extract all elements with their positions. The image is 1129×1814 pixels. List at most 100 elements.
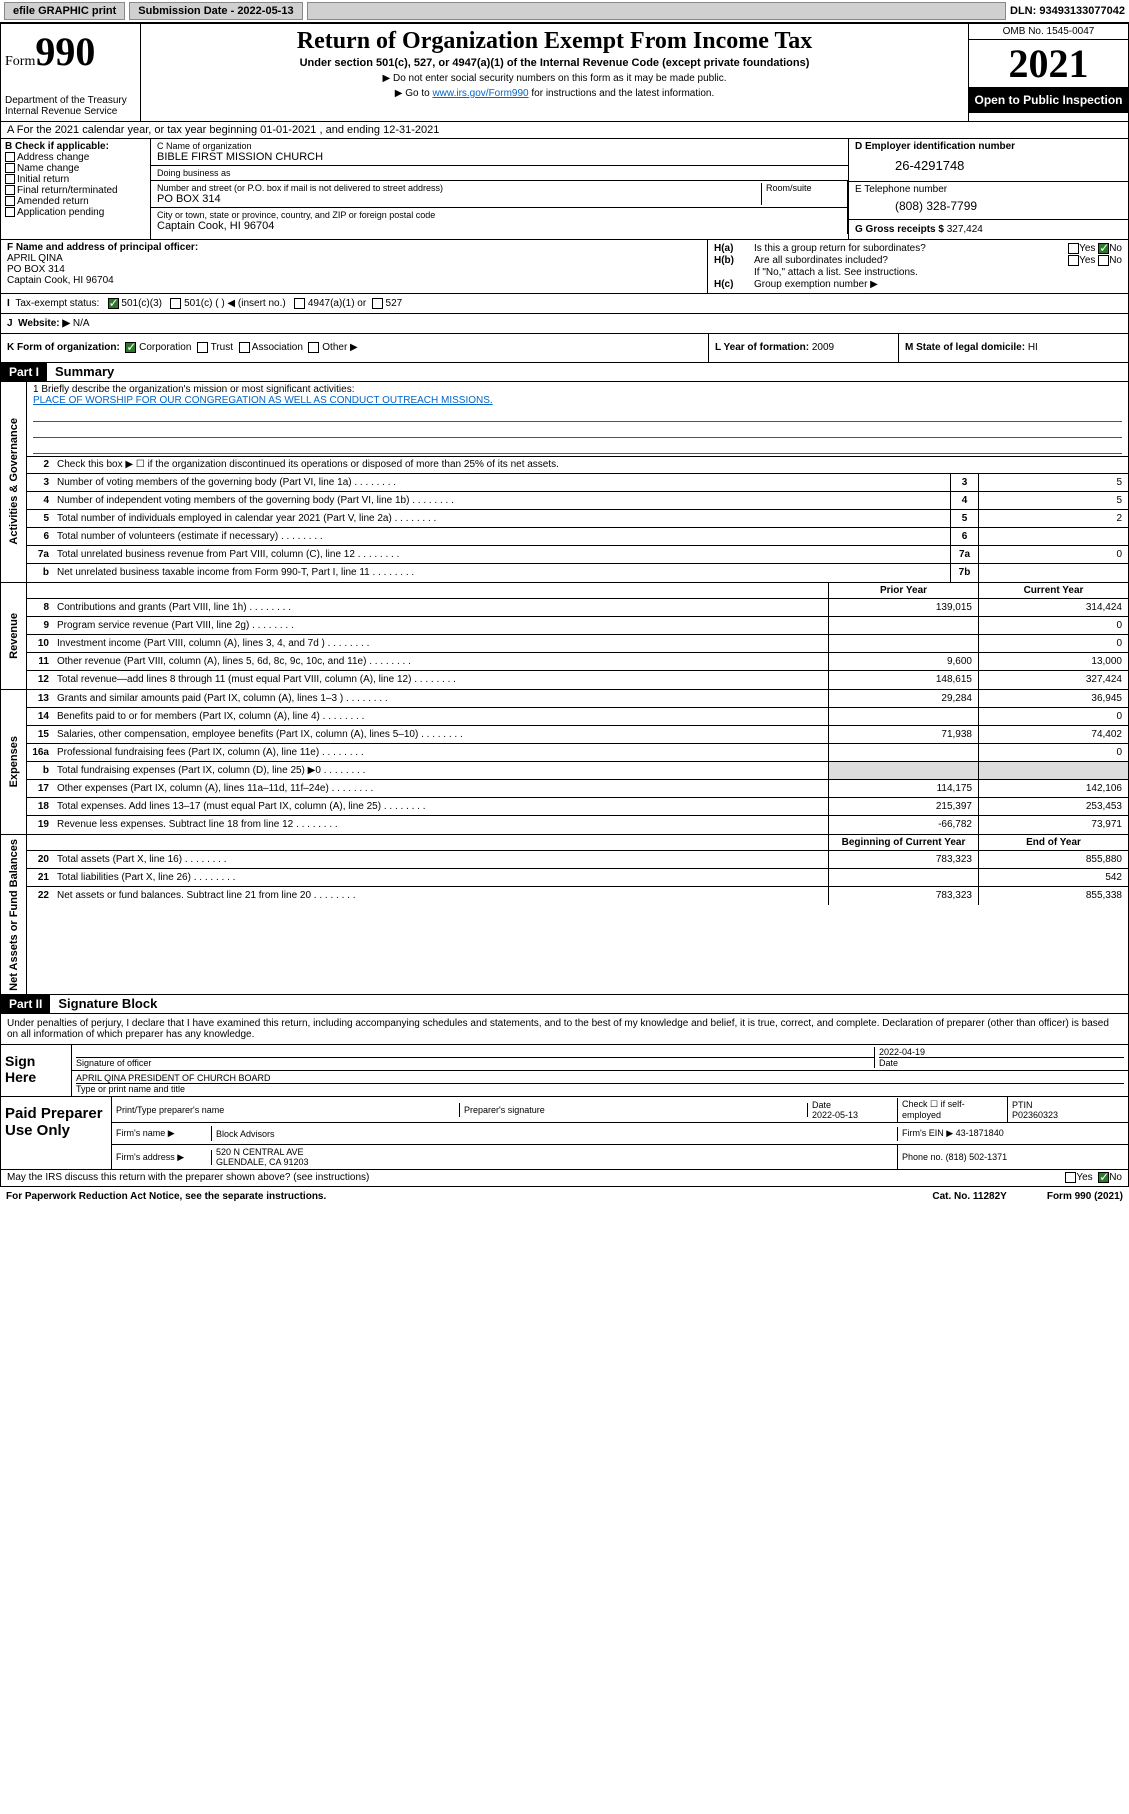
column-d: D Employer identification number 26-4291…	[848, 139, 1128, 239]
room-label: Room/suite	[761, 183, 841, 205]
officer-addr2: Captain Cook, HI 96704	[7, 275, 701, 286]
sign-here-block: Sign Here Signature of officer 2022-04-1…	[0, 1045, 1129, 1097]
line-6-desc: Total number of volunteers (estimate if …	[53, 529, 950, 544]
line-10-desc: Investment income (Part VIII, column (A)…	[53, 636, 828, 651]
street-label: Number and street (or P.O. box if mail i…	[157, 183, 761, 193]
line-7a-desc: Total unrelated business revenue from Pa…	[53, 547, 950, 562]
page-footer: For Paperwork Reduction Act Notice, see …	[0, 1187, 1129, 1206]
column-h: H(a) Is this a group return for subordin…	[708, 240, 1128, 293]
line-2: Check this box ▶ ☐ if the organization d…	[53, 457, 1128, 472]
column-f: F Name and address of principal officer:…	[1, 240, 708, 293]
summary-table: Activities & Governance 1 Briefly descri…	[0, 382, 1129, 996]
side-net-assets: Net Assets or Fund Balances	[8, 835, 20, 995]
side-revenue: Revenue	[8, 609, 20, 663]
checkbox-address-change[interactable]	[5, 152, 15, 162]
cb-assoc[interactable]	[239, 342, 250, 353]
officer-addr1: PO BOX 314	[7, 264, 701, 275]
may-irs-discuss: May the IRS discuss this return with the…	[0, 1170, 1129, 1186]
checkbox-initial-return[interactable]	[5, 174, 15, 184]
form-number: Form990	[5, 28, 136, 75]
line-14-desc: Benefits paid to or for members (Part IX…	[53, 709, 828, 724]
cb-trust[interactable]	[197, 342, 208, 353]
ha-yes[interactable]	[1068, 243, 1079, 254]
cb-4947[interactable]	[294, 298, 305, 309]
line-12-desc: Total revenue—add lines 8 through 11 (mu…	[53, 672, 828, 687]
cb-527[interactable]	[372, 298, 383, 309]
line-b-desc: Total fundraising expenses (Part IX, col…	[53, 763, 828, 778]
cb-501c[interactable]	[170, 298, 181, 309]
form-title: Return of Organization Exempt From Incom…	[149, 28, 960, 55]
line-b-desc: Net unrelated business taxable income fr…	[53, 565, 950, 580]
line-4-desc: Number of independent voting members of …	[53, 493, 950, 508]
omb-number: OMB No. 1545-0047	[969, 24, 1128, 40]
tax-year: 2021	[969, 40, 1128, 87]
topbar: efile GRAPHIC print Submission Date - 20…	[0, 0, 1129, 23]
hb-no[interactable]	[1098, 255, 1109, 266]
firm-name: Block Advisors	[212, 1127, 898, 1141]
cb-corp[interactable]	[125, 342, 136, 353]
paid-preparer-label: Paid Preparer Use Only	[1, 1097, 111, 1169]
ha-no[interactable]	[1098, 243, 1109, 254]
beg-year-hdr: Beginning of Current Year	[828, 835, 978, 850]
line-8-desc: Contributions and grants (Part VIII, lin…	[53, 600, 828, 615]
prior-year-hdr: Prior Year	[828, 583, 978, 598]
section-f-h: F Name and address of principal officer:…	[0, 240, 1129, 294]
checkbox-amended[interactable]	[5, 196, 15, 206]
form-subtitle: Under section 501(c), 527, or 4947(a)(1)…	[149, 57, 960, 69]
current-year-hdr: Current Year	[978, 583, 1128, 598]
dba-label: Doing business as	[151, 166, 848, 181]
spacer-button	[307, 2, 1006, 20]
line-21-desc: Total liabilities (Part X, line 26)	[53, 870, 828, 885]
ein-value: 26-4291748	[855, 152, 1122, 179]
cb-501c3[interactable]	[108, 298, 119, 309]
line-16a-desc: Professional fundraising fees (Part IX, …	[53, 745, 828, 760]
line-11-desc: Other revenue (Part VIII, column (A), li…	[53, 654, 828, 669]
part-1-header: Part ISummary	[0, 363, 1129, 382]
dept-label: Department of the Treasury Internal Reve…	[5, 95, 136, 117]
sign-here-label: Sign Here	[1, 1045, 71, 1096]
row-j: J Website: ▶ N/A	[0, 314, 1129, 334]
column-b: B Check if applicable: Address change Na…	[1, 139, 151, 239]
street-value: PO BOX 314	[157, 193, 761, 205]
checkbox-app-pending[interactable]	[5, 207, 15, 217]
officer-name: APRIL QINA	[7, 253, 701, 264]
row-k: K Form of organization: Corporation Trus…	[0, 334, 1129, 362]
line-5-desc: Total number of individuals employed in …	[53, 511, 950, 526]
mission-text: PLACE OF WORSHIP FOR OUR CONGREGATION AS…	[33, 395, 1122, 406]
column-c: C Name of organization BIBLE FIRST MISSI…	[151, 139, 848, 239]
may-no[interactable]	[1098, 1172, 1109, 1183]
signature-declaration: Under penalties of perjury, I declare th…	[0, 1014, 1129, 1045]
submission-date-button[interactable]: Submission Date - 2022-05-13	[129, 2, 302, 20]
part-2-header: Part IISignature Block	[0, 995, 1129, 1014]
gross-receipts: G Gross receipts $ 327,424	[849, 220, 1128, 239]
city-label: City or town, state or province, country…	[157, 210, 841, 220]
paid-preparer-block: Paid Preparer Use Only Print/Type prepar…	[0, 1097, 1129, 1170]
end-year-hdr: End of Year	[978, 835, 1128, 850]
note-1: ▶ Do not enter social security numbers o…	[149, 73, 960, 84]
checkbox-final-return[interactable]	[5, 185, 15, 195]
line-20-desc: Total assets (Part X, line 16)	[53, 852, 828, 867]
line-13-desc: Grants and similar amounts paid (Part IX…	[53, 691, 828, 706]
side-expenses: Expenses	[8, 732, 20, 791]
line-17-desc: Other expenses (Part IX, column (A), lin…	[53, 781, 828, 796]
line-1-label: 1 Briefly describe the organization's mi…	[33, 384, 1122, 395]
row-a: A For the 2021 calendar year, or tax yea…	[0, 122, 1129, 139]
line-3-desc: Number of voting members of the governin…	[53, 475, 950, 490]
note-2: ▶ Go to www.irs.gov/Form990 for instruct…	[149, 88, 960, 99]
row-i: I Tax-exempt status: 501(c)(3) 501(c) ( …	[0, 294, 1129, 314]
irs-link[interactable]: www.irs.gov/Form990	[432, 88, 528, 99]
efile-button[interactable]: efile GRAPHIC print	[4, 2, 125, 20]
tel-label: E Telephone number	[855, 184, 1122, 195]
line-15-desc: Salaries, other compensation, employee b…	[53, 727, 828, 742]
side-governance: Activities & Governance	[8, 414, 20, 549]
officer-signed-name: APRIL QINA PRESIDENT OF CHURCH BOARD	[76, 1073, 271, 1083]
dln-label: DLN: 93493133077042	[1010, 5, 1125, 17]
checkbox-name-change[interactable]	[5, 163, 15, 173]
ein-label: D Employer identification number	[855, 141, 1122, 152]
tel-value: (808) 328-7799	[855, 195, 1122, 217]
may-yes[interactable]	[1065, 1172, 1076, 1183]
cb-other[interactable]	[308, 342, 319, 353]
open-public: Open to Public Inspection	[969, 87, 1128, 113]
line-22-desc: Net assets or fund balances. Subtract li…	[53, 888, 828, 903]
hb-yes[interactable]	[1068, 255, 1079, 266]
